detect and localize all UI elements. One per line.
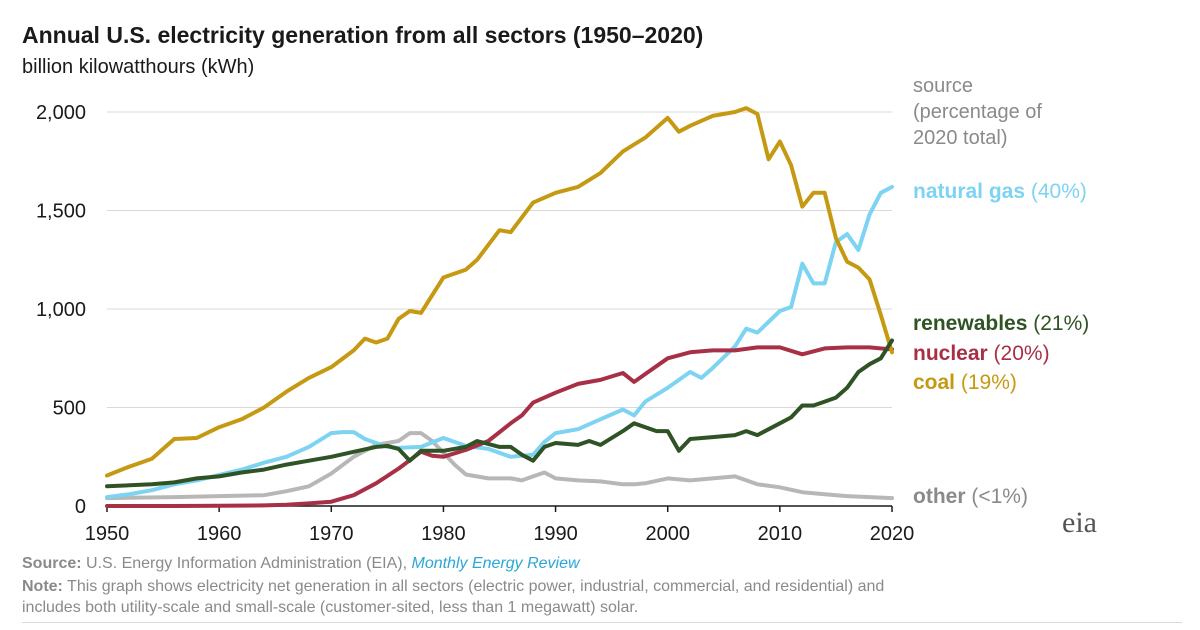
source-link[interactable]: Monthly Energy Review (411, 555, 580, 572)
legend-header-line: (percentage of (913, 101, 1042, 123)
x-tick-label: 1970 (309, 523, 354, 545)
y-tick-label: 0 (75, 496, 86, 518)
x-tick-label: 1980 (421, 523, 466, 545)
series-line-renewables (105, 338, 894, 489)
legend-series-name: renewables (913, 312, 1033, 335)
legend-series-pct: (21%) (1033, 312, 1089, 335)
legend-series-name: coal (913, 371, 961, 394)
legend: source (percentage of 2020 total) natural g… (913, 75, 1089, 508)
eia-logo: eia (1062, 506, 1097, 539)
legend-series-pct: (19%) (961, 371, 1017, 394)
note-line-2: includes both utility-scale and small-sc… (22, 599, 638, 617)
y-tick-label: 2,000 (36, 102, 86, 124)
series-lines (105, 106, 894, 508)
x-tick-label: 1960 (197, 523, 242, 545)
x-tick-label: 2010 (758, 523, 803, 545)
series-line-natural-gas (105, 184, 894, 500)
chart-subtitle: billion kilowatthours (kWh) (22, 56, 255, 78)
x-axis-ticks: 1950 1960 1970 1980 1990 2000 2010 2020 (85, 506, 915, 545)
series-line-nuclear (105, 345, 894, 508)
legend-header-line: 2020 total) (913, 127, 1008, 149)
x-tick-label: 2020 (870, 523, 915, 545)
x-tick-label: 1990 (533, 523, 578, 545)
note-line-1: Note: This graph shows electricity net g… (22, 578, 884, 596)
series-line-other (105, 431, 894, 501)
source-line: Source: U.S. Energy Information Administ… (22, 555, 580, 573)
legend-series-pct: (40%) (1031, 180, 1087, 203)
x-tick-label: 2000 (645, 523, 690, 545)
legend-series-name: other (913, 485, 971, 508)
bottom-rule (22, 622, 1182, 623)
legend-series-name: nuclear (913, 342, 994, 365)
legend-series-pct: (<1%) (971, 485, 1028, 508)
y-tick-label: 1,000 (36, 299, 86, 321)
chart-title: Annual U.S. electricity generation from … (22, 22, 704, 48)
legend-label-renewables: renewables (21%) (913, 312, 1089, 335)
note-text-2: includes both utility-scale and small-sc… (22, 599, 639, 616)
legend-header-line: source (913, 75, 973, 97)
legend-series-pct: (20%) (994, 342, 1050, 365)
source-label: Source: (22, 555, 82, 572)
legend-series-name: natural gas (913, 180, 1031, 203)
y-axis-ticks: 0 500 1,000 1,500 2,000 (36, 102, 86, 518)
legend-label-other: other (<1%) (913, 485, 1028, 508)
legend-label-natural-gas: natural gas (40%) (913, 180, 1087, 203)
legend-label-coal: coal (19%) (913, 371, 1017, 394)
y-tick-label: 1,500 (36, 201, 86, 223)
legend-label-nuclear: nuclear (20%) (913, 342, 1050, 365)
note-text-1: This graph shows electricity net generat… (62, 578, 885, 595)
y-tick-label: 500 (53, 398, 86, 420)
x-tick-label: 1950 (85, 523, 130, 545)
series-line-coal (105, 106, 894, 478)
source-text: U.S. Energy Information Administration (… (81, 555, 412, 572)
note-label: Note: (22, 578, 63, 595)
